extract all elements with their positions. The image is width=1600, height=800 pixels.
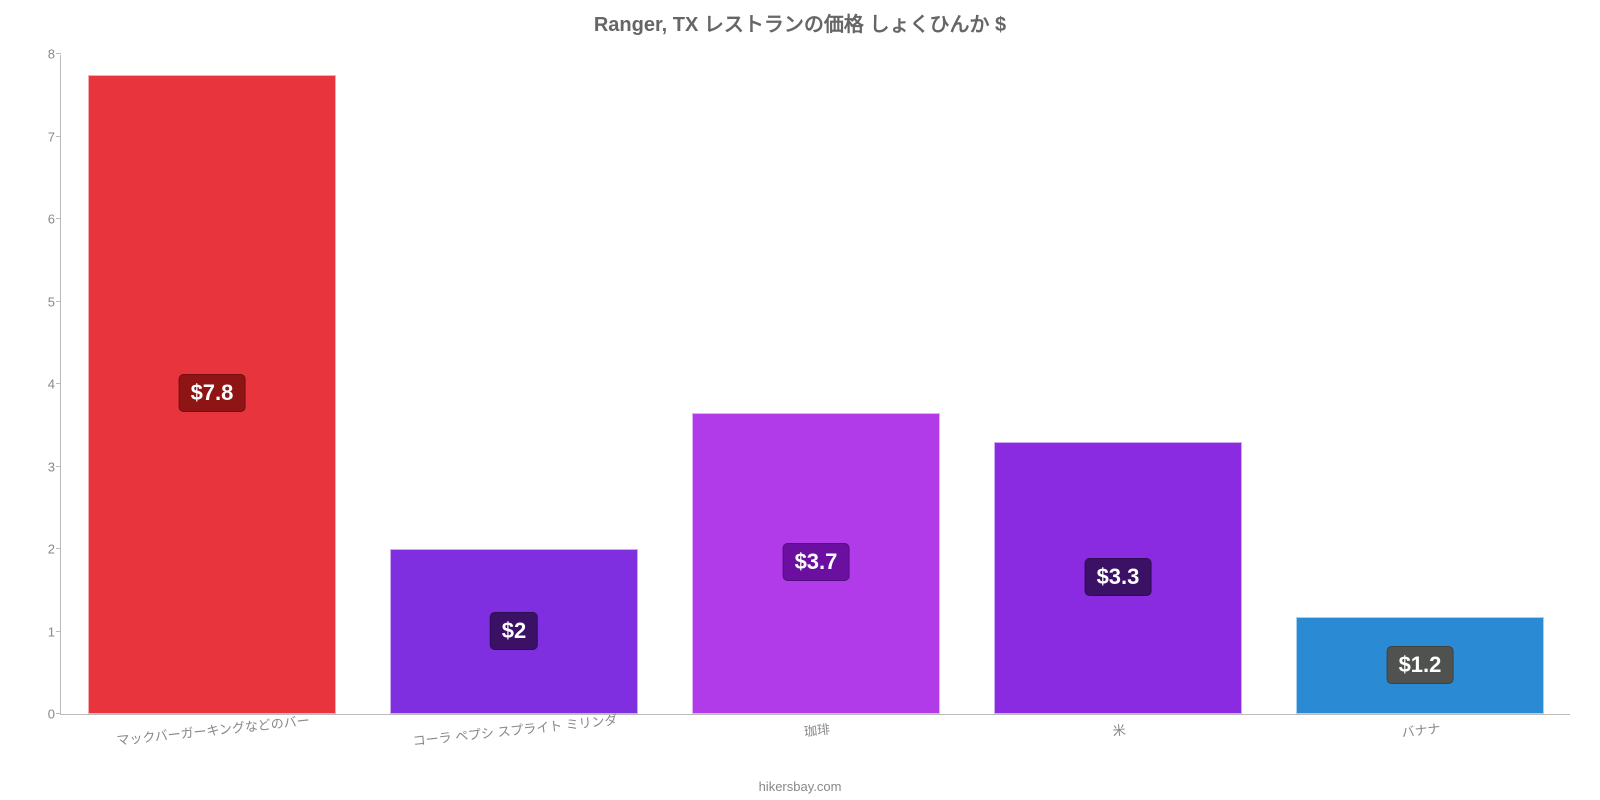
y-tick-label: 5 bbox=[21, 294, 55, 309]
y-tick-label: 6 bbox=[21, 212, 55, 227]
plot-area: 012345678$7.8マックバーガーキングなどのバー$2コーラ ペプシ スプ… bbox=[60, 55, 1570, 715]
y-tick-label: 4 bbox=[21, 377, 55, 392]
bar-value-label: $3.7 bbox=[783, 543, 850, 581]
bar: $1.2 bbox=[1296, 617, 1544, 714]
y-tick-mark bbox=[56, 466, 61, 467]
y-tick-mark bbox=[56, 383, 61, 384]
bar: $3.3 bbox=[994, 442, 1242, 714]
bar: $7.8 bbox=[88, 75, 336, 714]
bar-chart: Ranger, TX レストランの価格 しょくひんか $ 012345678$7… bbox=[0, 0, 1600, 800]
chart-title: Ranger, TX レストランの価格 しょくひんか $ bbox=[0, 8, 1600, 37]
bar-value-label: $2 bbox=[490, 612, 538, 650]
bar: $2 bbox=[390, 549, 638, 714]
y-tick-label: 3 bbox=[21, 459, 55, 474]
y-tick-label: 8 bbox=[21, 47, 55, 62]
y-tick-mark bbox=[56, 631, 61, 632]
y-tick-label: 1 bbox=[21, 624, 55, 639]
bar-value-label: $3.3 bbox=[1085, 558, 1152, 596]
y-tick-mark bbox=[56, 548, 61, 549]
y-tick-mark bbox=[56, 218, 61, 219]
y-tick-mark bbox=[56, 136, 61, 137]
y-tick-mark bbox=[56, 301, 61, 302]
bar: $3.7 bbox=[692, 413, 940, 714]
chart-source: hikersbay.com bbox=[0, 779, 1600, 794]
bar-value-label: $1.2 bbox=[1387, 646, 1454, 684]
y-tick-mark bbox=[56, 713, 61, 714]
bar-value-label: $7.8 bbox=[179, 374, 246, 412]
y-tick-mark bbox=[56, 53, 61, 54]
y-tick-label: 2 bbox=[21, 542, 55, 557]
y-tick-label: 7 bbox=[21, 129, 55, 144]
y-tick-label: 0 bbox=[21, 707, 55, 722]
